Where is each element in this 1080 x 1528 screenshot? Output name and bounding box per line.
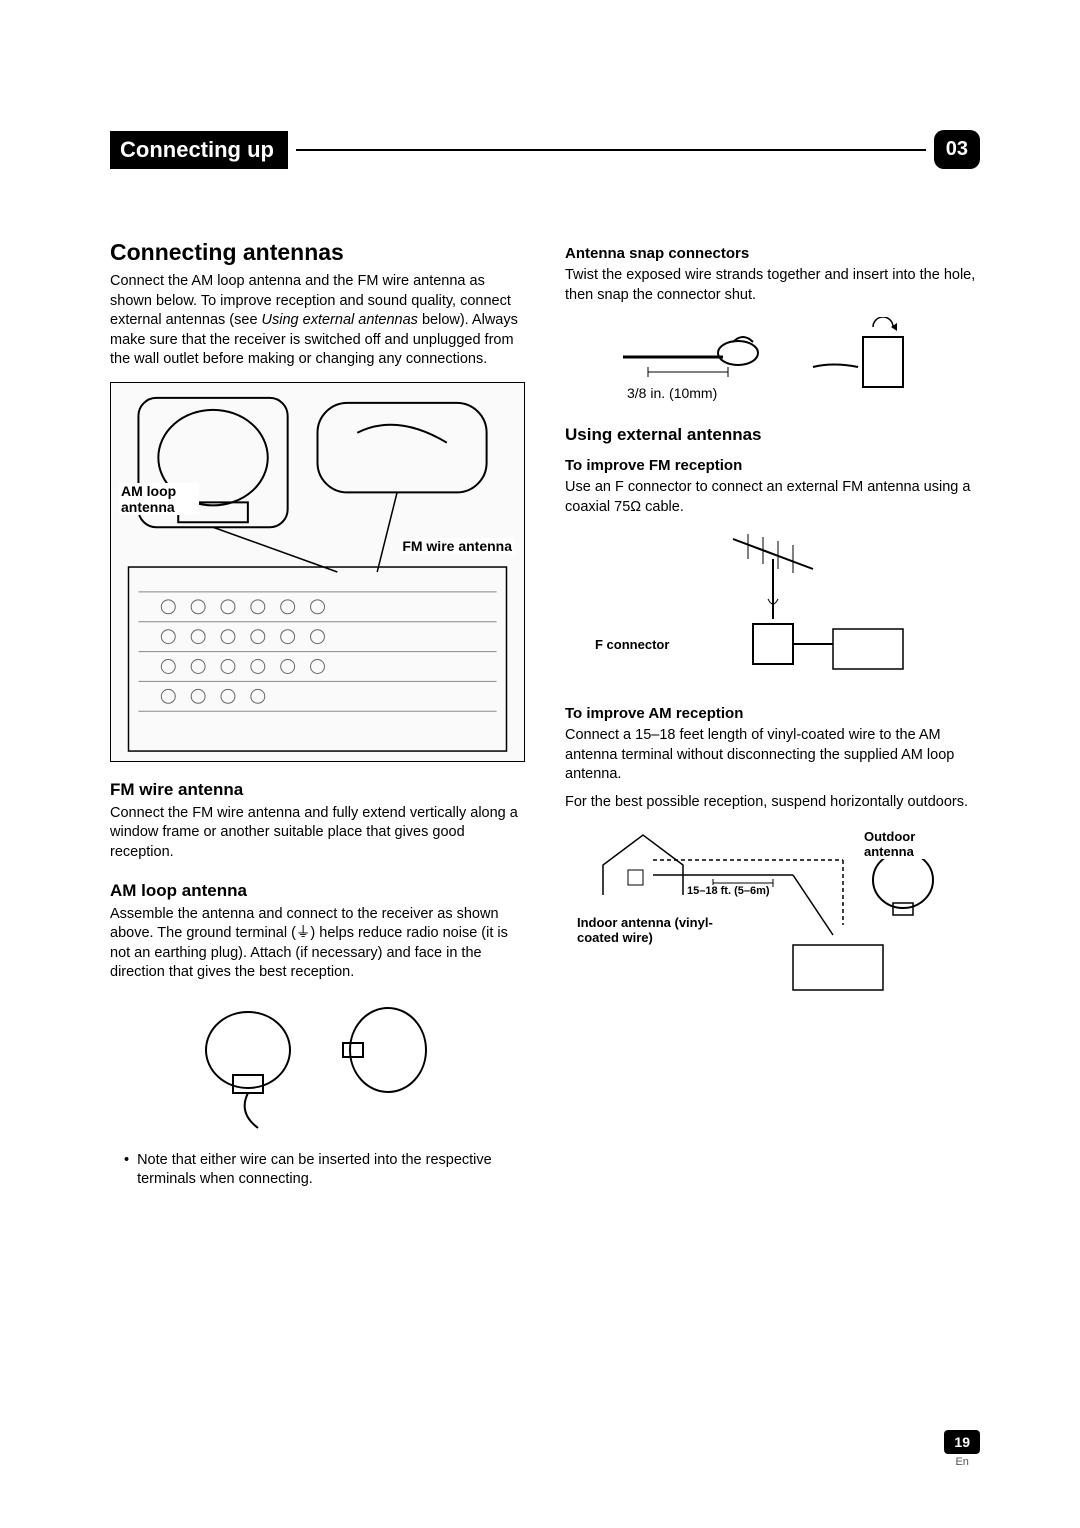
outdoor-antenna-label: Outdoor antenna — [862, 829, 942, 859]
section-title: Connecting up — [110, 131, 288, 169]
page-header: Connecting up 03 — [110, 130, 980, 169]
heading-fm-wire: FM wire antenna — [110, 780, 525, 800]
heading-improve-am: To improve AM reception — [565, 705, 980, 722]
intro-text-italic: Using external antennas — [262, 312, 418, 328]
heading-improve-fm: To improve FM reception — [565, 457, 980, 474]
page-language: En — [944, 1456, 980, 1468]
antenna-connection-diagram: AM loop antenna FM wire antenna — [110, 382, 525, 762]
f-connector-label: F connector — [593, 637, 671, 652]
am-loop-body: Assemble the antenna and connect to the … — [110, 905, 525, 983]
improve-fm-body: Use an F connector to connect an externa… — [565, 478, 980, 517]
am-assembly-icon — [188, 995, 448, 1135]
header-rule — [296, 149, 926, 151]
fm-wire-label: FM wire antenna — [400, 538, 514, 554]
page-footer: 19 En — [944, 1430, 980, 1468]
diagram-illustration-icon — [111, 383, 524, 761]
heading-external-antennas: Using external antennas — [565, 425, 980, 445]
note-text: Note that either wire can be inserted in… — [137, 1151, 525, 1190]
left-column: Connecting antennas Connect the AM loop … — [110, 239, 525, 1190]
note-bullet: • Note that either wire can be inserted … — [110, 1151, 525, 1190]
heading-am-loop: AM loop antenna — [110, 881, 525, 901]
fm-wire-body: Connect the FM wire antenna and fully ex… — [110, 804, 525, 863]
heading-connecting-antennas: Connecting antennas — [110, 239, 525, 266]
heading-snap-connectors: Antenna snap connectors — [565, 245, 980, 262]
bullet-icon: • — [124, 1151, 129, 1190]
am-assembly-diagram — [110, 995, 525, 1135]
right-column: Antenna snap connectors Twist the expose… — [565, 239, 980, 1190]
snap-connector-diagram: 3/8 in. (10mm) — [565, 317, 980, 407]
chapter-number: 03 — [934, 130, 980, 169]
indoor-antenna-label: Indoor antenna (vinyl-coated wire) — [575, 915, 735, 945]
fm-external-diagram: F connector — [565, 529, 980, 689]
am-external-diagram: Outdoor antenna 15–18 ft. (5–6m) Indoor … — [565, 825, 980, 1005]
improve-am-body2: For the best possible reception, suspend… — [565, 793, 980, 813]
wire-length-label: 15–18 ft. (5–6m) — [685, 885, 772, 897]
intro-paragraph: Connect the AM loop antenna and the FM w… — [110, 272, 525, 370]
page-number: 19 — [944, 1430, 980, 1454]
fm-external-icon — [613, 529, 933, 689]
snap-caption: 3/8 in. (10mm) — [625, 385, 719, 401]
am-loop-label: AM loop antenna — [119, 483, 199, 515]
snap-body: Twist the exposed wire strands together … — [565, 266, 980, 305]
improve-am-body1: Connect a 15–18 feet length of vinyl-coa… — [565, 726, 980, 785]
content-columns: Connecting antennas Connect the AM loop … — [110, 239, 980, 1190]
